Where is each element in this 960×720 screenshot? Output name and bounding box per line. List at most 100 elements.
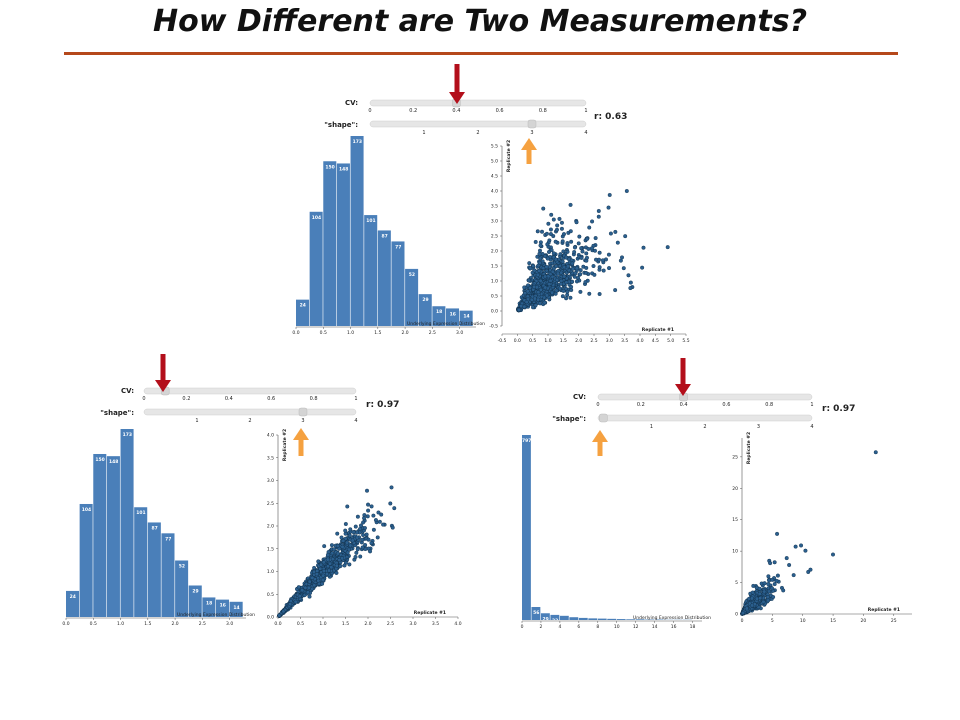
cv-slider-track[interactable] xyxy=(369,99,587,107)
shape-slider-track[interactable] xyxy=(143,408,357,416)
scatter-point xyxy=(750,603,755,608)
scatter-point xyxy=(353,554,358,559)
histogram-bar xyxy=(446,308,460,326)
scatter-point xyxy=(368,549,373,554)
histogram-bar xyxy=(616,619,626,620)
histogram-title: Underlying Expression Distribution xyxy=(633,615,711,621)
scatter-point xyxy=(593,248,598,253)
y-tick-label: 4.0 xyxy=(267,433,274,439)
scatter-point xyxy=(557,216,562,221)
scatter-point xyxy=(307,594,312,599)
x-tick-label: 1.0 xyxy=(347,330,354,336)
scatter-point xyxy=(361,520,366,525)
scatter-point xyxy=(596,208,601,213)
scatter-point xyxy=(321,560,326,565)
scatter-point xyxy=(585,236,590,241)
scatter-point xyxy=(808,567,813,572)
top-scatter: -0.5 0.0 0.5 1.0 1.5 2.0 2.5 3.0 3.5 4.0 4.5 5.0 5.5… xyxy=(489,140,689,344)
scatter-point xyxy=(525,289,530,294)
top-controls: CV: "shape": 0 0.2 0.4 0.6 0.8 1 1 2 3 4 r: 0.63 xyxy=(324,98,627,136)
bar-value-label: 24 xyxy=(70,594,76,600)
scatter-point xyxy=(344,540,349,545)
shape-label: "shape": xyxy=(100,409,134,417)
x-tick-label: 6 xyxy=(577,624,580,630)
bottom-left-controls: CV: "shape": 0 0.2 0.4 0.6 0.8 1 1 2 3 4 r: 0.97 xyxy=(100,386,399,424)
scatter-point xyxy=(373,518,378,523)
scatter-point xyxy=(340,544,345,549)
x-tick-label: 2.5 xyxy=(199,621,206,627)
cv-tick-label: 0 xyxy=(142,396,145,402)
cv-indicator-arrow-head xyxy=(675,384,691,396)
scatter-point xyxy=(339,535,344,540)
scatter-point xyxy=(772,582,777,587)
x-tick-label: 0.5 xyxy=(297,621,304,627)
scatter-point xyxy=(772,560,777,565)
scatter-point xyxy=(324,571,329,576)
shape-slider-track[interactable] xyxy=(597,414,813,422)
shape-slider-handle[interactable] xyxy=(599,413,608,423)
scatter-point xyxy=(541,206,546,211)
shape-slider-track[interactable] xyxy=(369,120,587,128)
scatter-point xyxy=(522,304,527,309)
histogram-bar xyxy=(323,161,337,326)
scatter-point xyxy=(596,214,601,219)
scatter-point xyxy=(358,554,363,559)
x-tick-label: -0.5 xyxy=(498,338,507,344)
bar-value-label: 24 xyxy=(300,303,306,309)
scatter-point xyxy=(538,301,543,306)
bottom-right-controls: CV: "shape": 0 0.2 0.4 0.6 0.8 1 1 2 3 4 r: 0.97 xyxy=(552,392,855,430)
scatter-point xyxy=(366,502,371,507)
scatter-point xyxy=(535,229,540,234)
shape-tick-label: 2 xyxy=(248,418,251,424)
scatter-point xyxy=(353,524,358,529)
histogram-bar xyxy=(405,268,419,326)
scatter-point xyxy=(354,530,359,535)
shape-label: "shape": xyxy=(324,121,358,129)
scatter-point xyxy=(390,525,395,530)
scatter-point xyxy=(516,307,521,312)
scatter-point xyxy=(565,241,570,246)
cv-slider-track[interactable] xyxy=(143,387,357,395)
scatter-points xyxy=(516,189,670,313)
x-axis-label: Replicate #1 xyxy=(414,610,446,616)
scatter-point xyxy=(584,251,589,256)
scatter-point xyxy=(597,265,602,270)
scatter-point xyxy=(345,504,350,509)
x-tick-label: 2.0 xyxy=(364,621,371,627)
scatter-point xyxy=(570,261,575,266)
scatter-point xyxy=(584,270,589,275)
histogram-bar xyxy=(418,294,432,326)
scatter-point xyxy=(623,234,628,239)
x-tick-label: 8 xyxy=(596,624,599,630)
shape-slider-handle[interactable] xyxy=(298,407,308,417)
y-tick-label: 15 xyxy=(732,517,738,523)
scatter-point xyxy=(347,533,352,538)
scatter-point xyxy=(624,189,629,194)
y-tick-label: 5 xyxy=(735,580,738,586)
bar-value-label: 52 xyxy=(179,563,185,569)
x-tick-label: 4.0 xyxy=(454,621,461,627)
scatter-point xyxy=(606,252,611,257)
histogram-title: Underlying Expression Distribution xyxy=(177,612,255,618)
scatter-point xyxy=(589,246,594,251)
histogram-bar xyxy=(229,601,243,617)
scatter-point xyxy=(537,268,542,273)
scatter-points xyxy=(277,485,397,618)
x-tick-label: 0.0 xyxy=(514,338,521,344)
scatter-point xyxy=(570,279,575,284)
histogram-bar xyxy=(597,618,607,620)
x-tick-label: 0 xyxy=(741,618,744,624)
x-tick-label: 4 xyxy=(558,624,561,630)
bar-value-label: 16 xyxy=(220,603,226,609)
scatter-point xyxy=(316,559,321,564)
shape-slider-handle[interactable] xyxy=(527,119,537,129)
scatter-point xyxy=(665,245,670,250)
scatter-point xyxy=(741,610,746,615)
scatter-point xyxy=(628,286,633,291)
cv-tick-label: 0.8 xyxy=(310,396,318,402)
cv-tick-label: 0.4 xyxy=(680,402,688,408)
cv-indicator-arrow-head xyxy=(449,92,465,104)
scatter-point xyxy=(765,595,770,600)
cv-slider-track[interactable] xyxy=(597,393,813,401)
scatter-point xyxy=(543,274,548,279)
